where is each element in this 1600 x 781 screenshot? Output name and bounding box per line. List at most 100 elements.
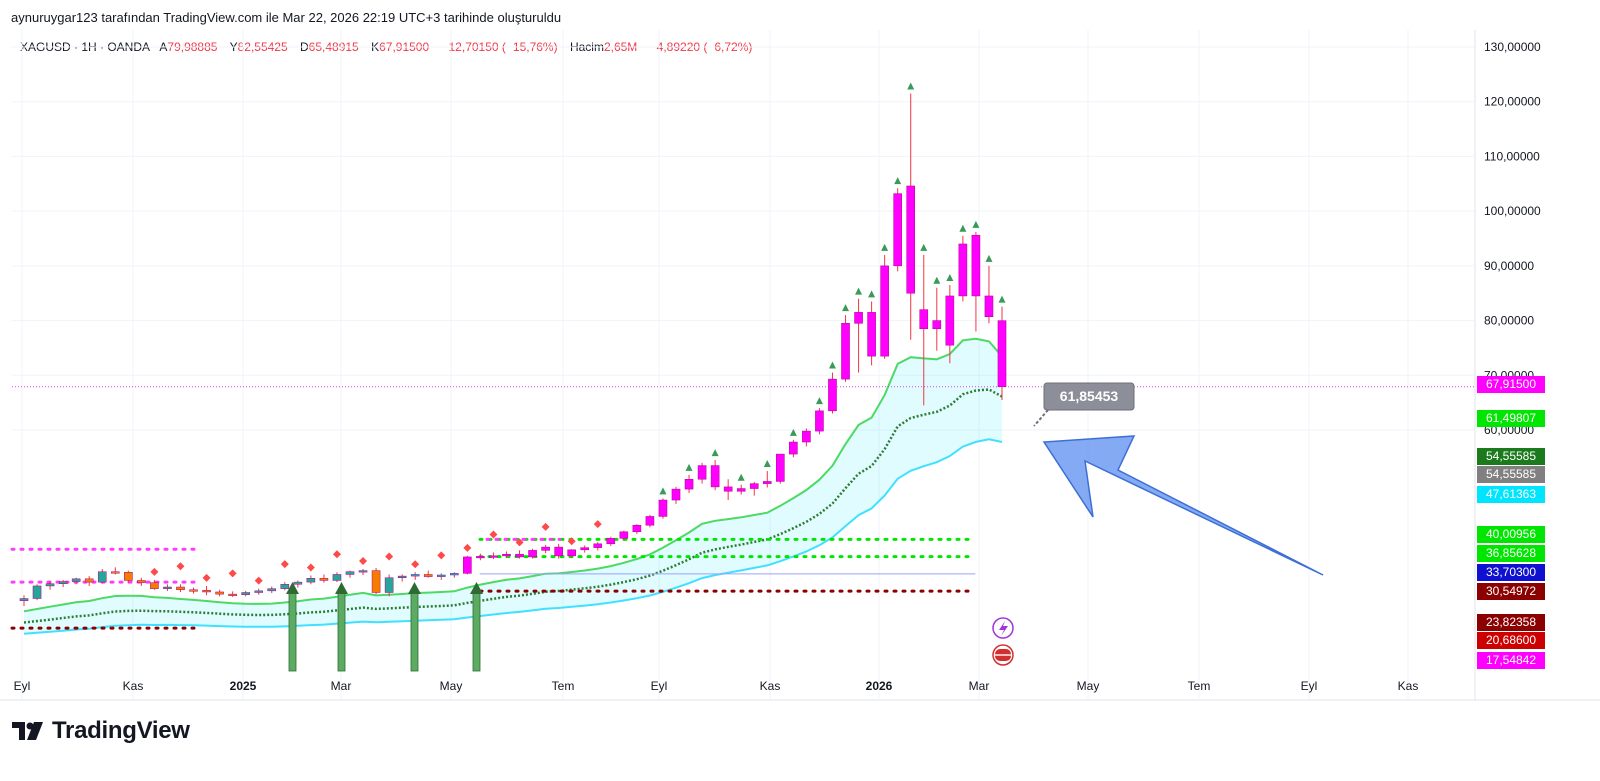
red-diamond-marker bbox=[306, 563, 315, 572]
candle bbox=[110, 567, 120, 575]
candle-body bbox=[163, 586, 172, 589]
candle-body bbox=[828, 378, 837, 412]
price-tags: 67,91500 61,49807 54,55585 54,55585 47,61363… bbox=[1477, 376, 1545, 669]
candle bbox=[58, 579, 68, 588]
candle-body bbox=[984, 295, 994, 317]
up-triangle-marker bbox=[815, 397, 823, 405]
candle-body bbox=[671, 488, 681, 501]
price-tag-bg bbox=[1477, 652, 1545, 669]
price-tag-text: 40,00956 bbox=[1486, 527, 1536, 541]
price-tag-text: 67,91500 bbox=[1486, 377, 1536, 391]
up-triangle-marker bbox=[763, 460, 771, 468]
candle-body bbox=[919, 309, 929, 330]
candle bbox=[671, 486, 681, 504]
candle bbox=[241, 590, 250, 597]
candle-body bbox=[215, 591, 224, 595]
callout-box[interactable] bbox=[1043, 382, 1135, 411]
x-tick-label: Kas bbox=[760, 679, 781, 693]
candle-body bbox=[906, 185, 916, 294]
candle-body bbox=[150, 582, 159, 589]
candle-body bbox=[137, 580, 146, 583]
blue-arrow-drawing[interactable] bbox=[1042, 435, 1324, 576]
candle bbox=[489, 552, 498, 560]
red-diamond-marker bbox=[359, 556, 368, 565]
y-tick-label: 90,00000 bbox=[1484, 259, 1534, 273]
price-tag: 54,55585 bbox=[1477, 448, 1545, 465]
band-fill bbox=[24, 338, 1002, 634]
price-tag-bg bbox=[1477, 632, 1545, 649]
candle-body bbox=[815, 410, 824, 432]
candle-body bbox=[893, 193, 902, 267]
up-arrow-marker bbox=[288, 592, 297, 672]
x-tick-label: Mar bbox=[331, 679, 352, 693]
candle bbox=[137, 577, 146, 586]
price-tag-bg bbox=[1477, 486, 1545, 503]
price-tag-text: 20,68600 bbox=[1486, 633, 1536, 647]
candle-body bbox=[280, 584, 290, 589]
price-tag-text: 23,82358 bbox=[1486, 615, 1536, 629]
candle-body bbox=[110, 571, 120, 574]
candle bbox=[632, 524, 642, 534]
candle-body bbox=[189, 589, 198, 592]
candle-body bbox=[645, 516, 655, 526]
candle bbox=[723, 479, 733, 501]
candle-body bbox=[371, 570, 381, 593]
candle-body bbox=[932, 320, 942, 330]
up-triangle-marker bbox=[907, 82, 915, 90]
up-triangle-marker bbox=[920, 243, 928, 251]
tradingview-logo[interactable]: TradingView bbox=[12, 717, 190, 745]
candle-body bbox=[945, 295, 955, 346]
candle bbox=[189, 587, 198, 594]
up-triangle-marker bbox=[855, 287, 863, 295]
time-axis[interactable]: Eyl Kas 2025 Mar May Tem Eyl Kas 2026 Mar May Tem Ey… bbox=[14, 679, 1419, 693]
candle-body bbox=[841, 323, 850, 380]
candle-body bbox=[58, 581, 68, 584]
candle bbox=[332, 572, 342, 583]
candle-body bbox=[723, 486, 733, 492]
x-tick-label: 2025 bbox=[230, 679, 257, 693]
red-diamond-marker bbox=[150, 567, 159, 576]
candle-body bbox=[658, 499, 668, 517]
candle bbox=[880, 254, 889, 359]
candle bbox=[124, 570, 133, 584]
x-tick-label: Tem bbox=[552, 679, 575, 693]
candle-body bbox=[749, 483, 759, 489]
candle bbox=[436, 573, 446, 580]
candle-body bbox=[345, 571, 355, 575]
candle bbox=[554, 543, 563, 559]
candle-body bbox=[789, 441, 798, 455]
candle-body bbox=[802, 430, 811, 443]
candle-body bbox=[463, 556, 472, 574]
candle-body bbox=[84, 578, 94, 583]
candle bbox=[163, 584, 172, 591]
candle-body bbox=[632, 524, 642, 533]
candle bbox=[319, 574, 329, 583]
red-diamond-marker bbox=[332, 550, 341, 559]
candle-body bbox=[502, 553, 511, 557]
candle bbox=[945, 285, 955, 364]
candle-body bbox=[554, 546, 563, 557]
red-diamond-marker bbox=[228, 569, 237, 578]
candle-body bbox=[489, 555, 498, 558]
candle bbox=[906, 93, 916, 340]
up-triangle-marker bbox=[711, 449, 719, 457]
x-tick-label: Tem bbox=[1188, 679, 1211, 693]
price-tag: 23,82358 bbox=[1477, 614, 1545, 631]
candle-body bbox=[997, 320, 1007, 387]
signal-markers bbox=[150, 82, 1014, 672]
candle bbox=[450, 572, 459, 578]
x-tick-label: May bbox=[1077, 679, 1100, 693]
candle-body bbox=[32, 585, 42, 599]
up-triangle-marker bbox=[828, 361, 836, 369]
candle bbox=[919, 254, 929, 406]
candle-body bbox=[410, 574, 420, 577]
price-tag: 47,61363 bbox=[1477, 486, 1545, 503]
x-tick-label: 2026 bbox=[866, 679, 893, 693]
candle bbox=[710, 460, 720, 491]
candle bbox=[358, 568, 368, 575]
price-tag-bg bbox=[1477, 410, 1545, 427]
candle bbox=[384, 574, 394, 597]
candle-body bbox=[19, 598, 29, 601]
candle-body bbox=[697, 465, 707, 480]
